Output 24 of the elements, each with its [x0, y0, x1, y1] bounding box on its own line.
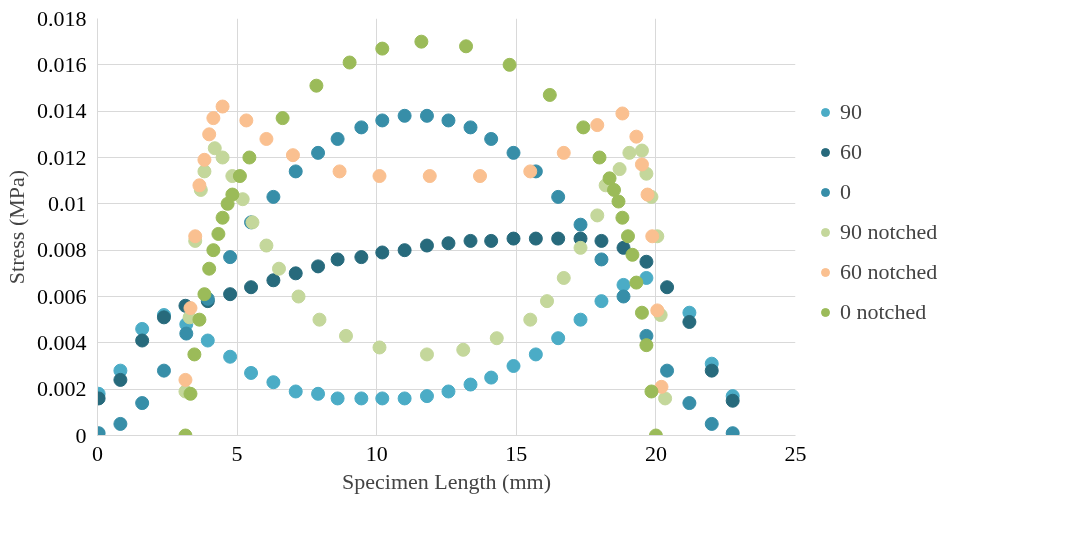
legend-label: 90: [840, 99, 862, 125]
y-tick-label: 0.002: [37, 376, 87, 402]
x-tick-label: 0: [92, 440, 103, 466]
x-tick-label: 10: [365, 440, 388, 466]
legend-label: 60 notched: [840, 259, 938, 285]
y-tick-label: 0.018: [37, 5, 87, 31]
y-tick-label: 0.01: [48, 190, 87, 216]
y-tick-label: 0.014: [37, 98, 87, 124]
legend-label: 60: [840, 139, 862, 165]
y-tick-label: 0.008: [37, 237, 87, 263]
legend-label: 0 notched: [840, 299, 927, 325]
x-axis-title: Specimen Length (mm): [342, 468, 551, 494]
y-tick-label: 0.004: [37, 329, 87, 355]
y-tick-label: 0.016: [37, 51, 87, 77]
x-tick-label: 20: [644, 440, 667, 466]
x-tick-label: 15: [505, 440, 528, 466]
y-axis-title: Stress (MPa): [4, 169, 29, 285]
y-tick-label: 0.012: [37, 144, 87, 170]
x-tick-label: 25: [784, 440, 807, 466]
y-tick-label: 0.006: [37, 283, 87, 309]
legend-label: 0: [840, 179, 852, 205]
x-tick-label: 5: [231, 440, 243, 466]
y-tick-label: 0: [75, 422, 87, 448]
legend-label: 90 notched: [840, 219, 938, 245]
